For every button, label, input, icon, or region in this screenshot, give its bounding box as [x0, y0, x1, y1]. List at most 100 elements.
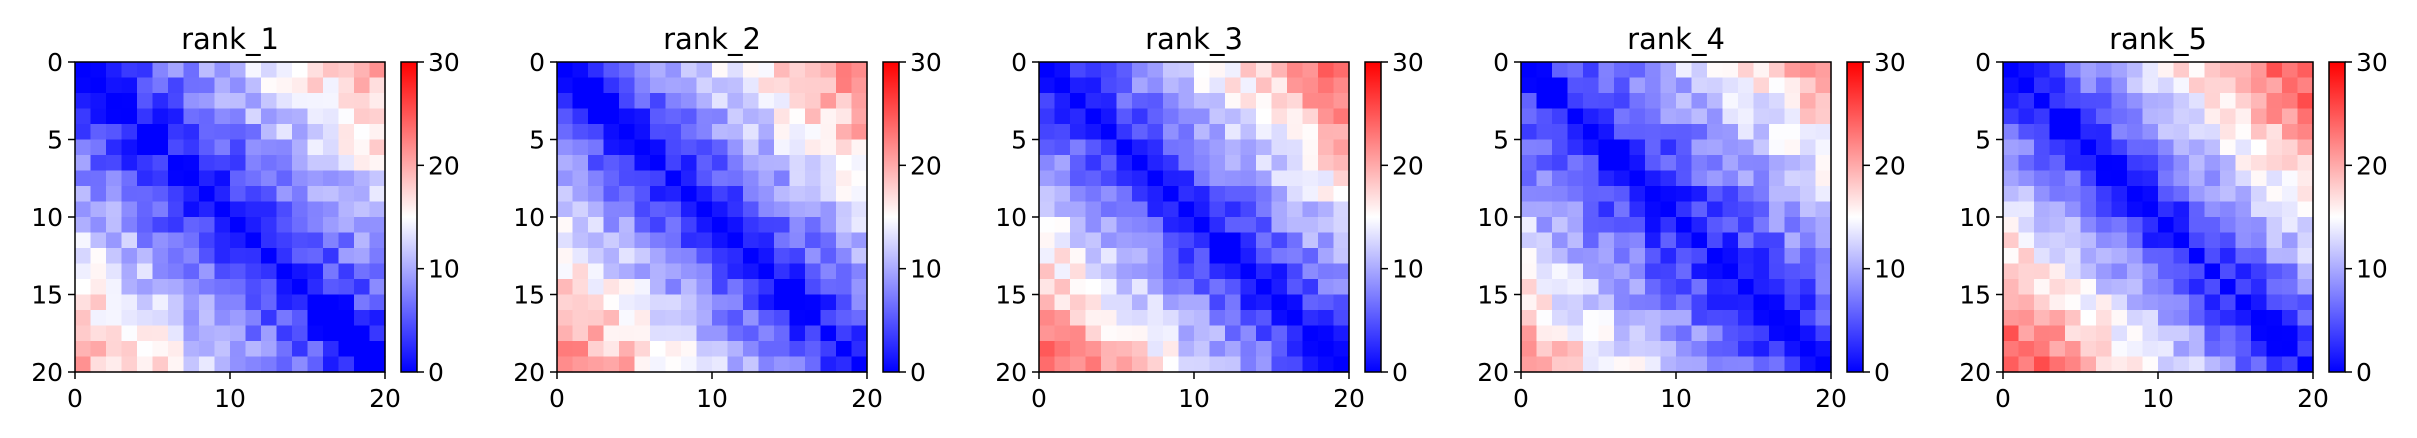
heatmap-cell	[1815, 325, 1832, 342]
heatmap-cell	[774, 248, 791, 265]
heatmap-cell	[214, 294, 231, 311]
colorbar-tick-label: 0	[1874, 358, 1890, 387]
heatmap-cell	[851, 263, 868, 280]
heatmap-cell	[2111, 248, 2128, 265]
heatmap-cell	[712, 341, 729, 358]
heatmap-cell	[1271, 139, 1288, 156]
heatmap-cell	[820, 124, 837, 141]
heatmap-cell	[619, 139, 636, 156]
heatmap-cell	[137, 217, 154, 234]
heatmap-cell	[588, 232, 605, 249]
heatmap-cell	[1645, 232, 1662, 249]
heatmap-cell	[75, 263, 92, 280]
heatmap-cell	[276, 170, 293, 187]
heatmap-cell	[214, 341, 231, 358]
heatmap-cell	[1691, 263, 1708, 280]
heatmap-cell	[743, 294, 760, 311]
heatmap-cell	[665, 356, 682, 373]
heatmap-cell	[292, 279, 309, 296]
heatmap-cell	[1318, 62, 1335, 79]
heatmap-cell	[1552, 186, 1569, 203]
heatmap-cell	[1085, 217, 1102, 234]
heatmap-cell	[369, 310, 386, 327]
heatmap-cell	[1598, 139, 1615, 156]
heatmap-cell	[572, 279, 589, 296]
heatmap-cell	[557, 170, 574, 187]
heatmap-cell	[307, 201, 324, 218]
heatmap-cell	[1256, 62, 1273, 79]
heatmap-cell	[1738, 294, 1755, 311]
heatmap-cell	[774, 341, 791, 358]
heatmap-cell	[1287, 139, 1304, 156]
heatmap-cell	[1784, 341, 1801, 358]
heatmap-cell	[1163, 170, 1180, 187]
colorbar-tick-label: 10	[2356, 255, 2388, 284]
heatmap-cell	[1271, 155, 1288, 172]
heatmap-cell	[603, 77, 620, 94]
heatmap-cell	[338, 341, 355, 358]
heatmap-cell	[1225, 155, 1242, 172]
heatmap-cell	[168, 294, 185, 311]
heatmap-cell	[1116, 341, 1133, 358]
heatmap-cell	[727, 62, 744, 79]
heatmap-cell	[338, 294, 355, 311]
heatmap-cell	[354, 124, 371, 141]
heatmap-cell	[836, 170, 853, 187]
heatmap-cell	[1691, 124, 1708, 141]
heatmap-cell	[75, 62, 92, 79]
heatmap-cell	[183, 77, 200, 94]
heatmap-cell	[1800, 62, 1817, 79]
heatmap-cell	[681, 341, 698, 358]
heatmap-cell	[214, 279, 231, 296]
heatmap-cell	[1147, 124, 1164, 141]
heatmap-cell	[696, 279, 713, 296]
heatmap-cell	[1707, 62, 1724, 79]
heatmap-cell	[2018, 310, 2035, 327]
heatmap-cell	[696, 186, 713, 203]
heatmap-cell	[2049, 108, 2066, 125]
heatmap-cell	[2142, 341, 2159, 358]
heatmap-cell	[261, 201, 278, 218]
heatmap-cell	[307, 325, 324, 342]
heatmap-cell	[634, 217, 651, 234]
heatmap-cell	[712, 108, 729, 125]
heatmap-cell	[276, 263, 293, 280]
heatmap-cell	[1271, 93, 1288, 110]
heatmap-cell	[90, 232, 107, 249]
heatmap-cell	[199, 93, 216, 110]
heatmap-cell	[121, 62, 138, 79]
heatmap-cell	[712, 325, 729, 342]
heatmap-cell	[2096, 356, 2113, 373]
heatmap-cell	[1815, 248, 1832, 265]
heatmap-cell	[183, 279, 200, 296]
heatmap-cell	[2111, 108, 2128, 125]
heatmap-cell	[2220, 294, 2237, 311]
heatmap-cell	[1800, 108, 1817, 125]
heatmap-cell	[1256, 310, 1273, 327]
heatmap-cell	[2080, 93, 2097, 110]
heatmap-cell	[665, 108, 682, 125]
heatmap-cell	[1116, 325, 1133, 342]
heatmap-cell	[1132, 155, 1149, 172]
heatmap-cell	[1039, 139, 1056, 156]
heatmap-cell	[1178, 139, 1195, 156]
heatmap-cell	[1054, 325, 1071, 342]
heatmap-cell	[1318, 294, 1335, 311]
heatmap-cell	[836, 279, 853, 296]
heatmap-cell	[354, 77, 371, 94]
heatmap-cell	[1101, 124, 1118, 141]
heatmap-cell	[805, 310, 822, 327]
heatmap-cell	[1240, 77, 1257, 94]
heatmap-cell	[1567, 217, 1584, 234]
heatmap-cell	[2018, 356, 2035, 373]
heatmap-cell	[1209, 356, 1226, 373]
heatmap-cell	[1722, 356, 1739, 373]
heatmap-cell	[681, 170, 698, 187]
heatmap-cell	[230, 170, 247, 187]
heatmap-cell	[1225, 186, 1242, 203]
heatmap-cell	[1302, 263, 1319, 280]
heatmap-cell	[1209, 124, 1226, 141]
heatmap-cell	[1147, 263, 1164, 280]
heatmap-cell	[727, 341, 744, 358]
